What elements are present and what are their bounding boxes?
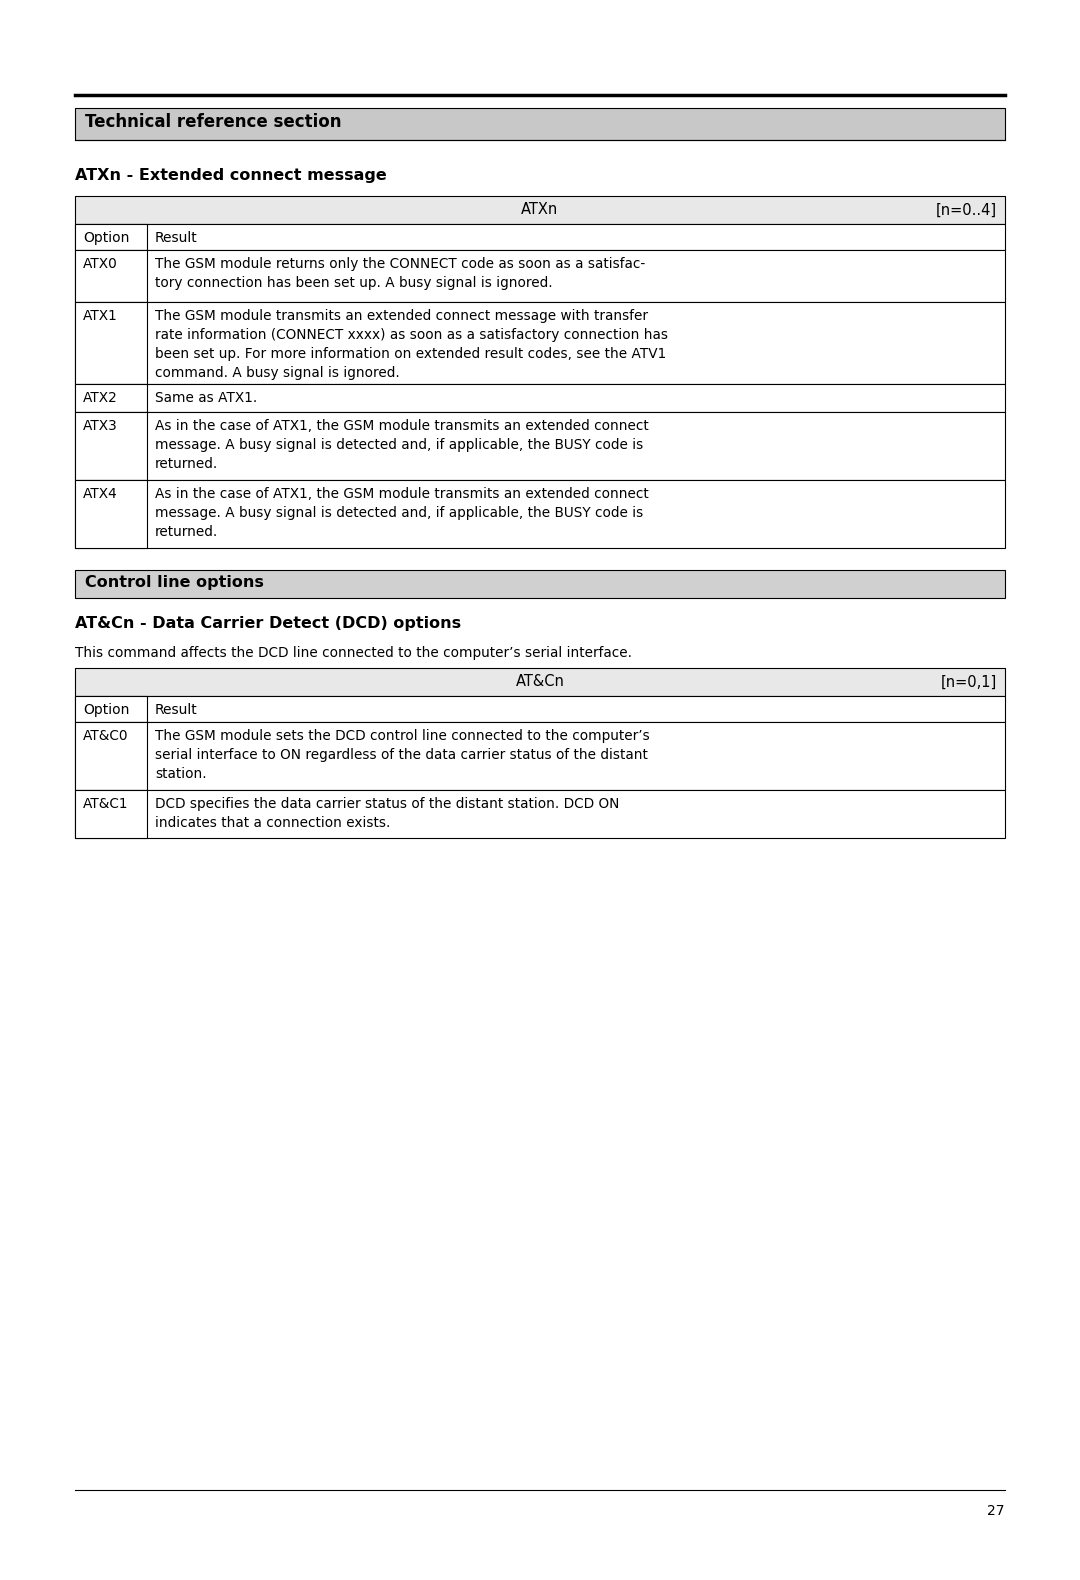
Bar: [75, 722, 1005, 790]
Text: The GSM module returns only the CONNECT code as soon as a satisfac-
tory connect: The GSM module returns only the CONNECT …: [156, 258, 645, 291]
Text: ATX1: ATX1: [83, 310, 118, 322]
Bar: [75, 697, 1005, 722]
Text: ATX3: ATX3: [83, 419, 118, 433]
Text: Option: Option: [83, 703, 130, 717]
Text: ATX2: ATX2: [83, 390, 118, 404]
Text: As in the case of ATX1, the GSM module transmits an extended connect
message. A : As in the case of ATX1, the GSM module t…: [156, 487, 649, 539]
Bar: [75, 790, 1005, 837]
Bar: [75, 196, 1005, 224]
Text: AT&C1: AT&C1: [83, 796, 129, 811]
Text: ATX4: ATX4: [83, 487, 118, 501]
Text: AT&C0: AT&C0: [83, 728, 129, 743]
Text: Technical reference section: Technical reference section: [85, 114, 341, 131]
Text: ATX0: ATX0: [83, 258, 118, 272]
Bar: [75, 722, 147, 790]
Bar: [75, 570, 1005, 597]
Bar: [75, 480, 147, 548]
Text: As in the case of ATX1, the GSM module transmits an extended connect
message. A : As in the case of ATX1, the GSM module t…: [156, 419, 649, 471]
Bar: [75, 790, 147, 837]
Bar: [75, 107, 1005, 141]
Text: AT&Cn - Data Carrier Detect (DCD) options: AT&Cn - Data Carrier Detect (DCD) option…: [75, 616, 461, 630]
Bar: [75, 224, 1005, 250]
Text: ATXn: ATXn: [522, 202, 558, 218]
Text: The GSM module sets the DCD control line connected to the computer’s
serial inte: The GSM module sets the DCD control line…: [156, 728, 650, 781]
Text: This command affects the DCD line connected to the computer’s serial interface.: This command affects the DCD line connec…: [75, 646, 632, 660]
Bar: [75, 697, 147, 722]
Bar: [75, 224, 147, 250]
Text: Control line options: Control line options: [85, 575, 264, 589]
Bar: [75, 302, 147, 384]
Bar: [75, 412, 1005, 480]
Text: AT&Cn: AT&Cn: [515, 675, 565, 689]
Text: 27: 27: [987, 1504, 1005, 1518]
Bar: [75, 668, 1005, 697]
Bar: [75, 384, 1005, 412]
Bar: [75, 384, 147, 412]
Bar: [75, 480, 1005, 548]
Text: Result: Result: [156, 231, 198, 245]
Bar: [75, 412, 147, 480]
Text: ATXn - Extended connect message: ATXn - Extended connect message: [75, 167, 387, 183]
Text: [n=0,1]: [n=0,1]: [941, 675, 997, 689]
Text: DCD specifies the data carrier status of the distant station. DCD ON
indicates t: DCD specifies the data carrier status of…: [156, 796, 619, 830]
Bar: [75, 250, 1005, 302]
Text: The GSM module transmits an extended connect message with transfer
rate informat: The GSM module transmits an extended con…: [156, 310, 669, 379]
Text: Same as ATX1.: Same as ATX1.: [156, 390, 257, 404]
Text: [n=0..4]: [n=0..4]: [936, 202, 997, 218]
Bar: [75, 250, 147, 302]
Text: Result: Result: [156, 703, 198, 717]
Text: Option: Option: [83, 231, 130, 245]
Bar: [75, 302, 1005, 384]
